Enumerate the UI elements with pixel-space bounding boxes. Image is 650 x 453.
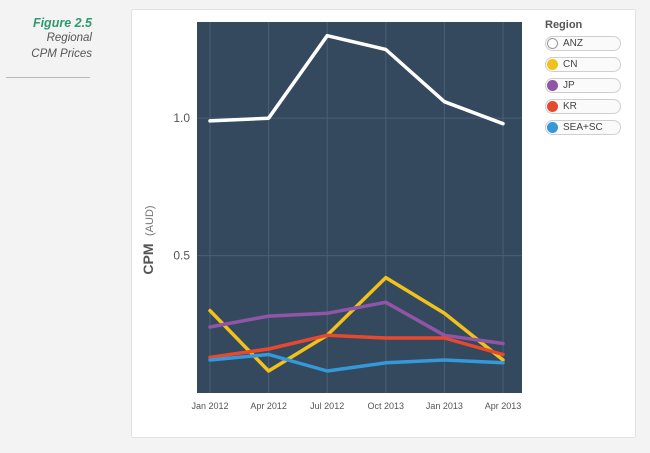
legend-label: KR bbox=[563, 101, 577, 112]
y-tick-label: 1.0 bbox=[173, 111, 190, 125]
legend-label: ANZ bbox=[563, 38, 583, 49]
x-tick-label: Apr 2013 bbox=[485, 401, 522, 411]
legend-label: SEA+SC bbox=[563, 122, 603, 133]
figure-caption: Figure 2.5 Regional CPM Prices bbox=[6, 16, 92, 62]
series-lines bbox=[208, 33, 505, 373]
legend: Region ANZ CN JP KR SEA+SC bbox=[545, 19, 625, 141]
x-tick-label: Oct 2013 bbox=[368, 401, 405, 411]
grid-lines bbox=[197, 22, 522, 393]
y-axis-label: CPM (AUD) bbox=[140, 205, 157, 274]
figure-title-line-1: Regional bbox=[46, 32, 92, 44]
legend-label: JP bbox=[563, 80, 575, 91]
legend-label: CN bbox=[563, 59, 578, 70]
series-line-anz bbox=[208, 33, 505, 126]
legend-item-kr[interactable]: KR bbox=[545, 99, 621, 114]
legend-swatch bbox=[547, 122, 558, 133]
y-axis-label-unit: (AUD) bbox=[144, 205, 156, 236]
x-tick-label: Jan 2012 bbox=[191, 401, 228, 411]
x-tick-label: Apr 2012 bbox=[250, 401, 287, 411]
series-line-kr bbox=[208, 333, 505, 360]
caption-divider bbox=[6, 77, 90, 78]
figure-number: Figure 2.5 bbox=[32, 16, 92, 30]
legend-item-jp[interactable]: JP bbox=[545, 78, 621, 93]
legend-swatch bbox=[547, 59, 558, 70]
series-line-jp bbox=[208, 300, 505, 346]
legend-swatch bbox=[547, 101, 558, 112]
x-axis-ticks: Jan 2012 Apr 2012 Jul 2012 Oct 2013 Jan 2013… bbox=[191, 401, 521, 411]
y-axis-label-main: CPM bbox=[140, 243, 156, 274]
legend-item-sea-sc[interactable]: SEA+SC bbox=[545, 120, 621, 135]
x-tick-label: Jul 2012 bbox=[310, 401, 344, 411]
figure-title-line-2: CPM Prices bbox=[31, 48, 92, 60]
legend-title: Region bbox=[545, 19, 583, 31]
legend-item-anz[interactable]: ANZ bbox=[545, 36, 621, 51]
y-axis-ticks: 0.5 1.0 bbox=[173, 111, 190, 262]
legend-swatch bbox=[547, 38, 558, 49]
legend-swatch bbox=[547, 80, 558, 91]
legend-item-cn[interactable]: CN bbox=[545, 57, 621, 72]
x-tick-label: Jan 2013 bbox=[426, 401, 463, 411]
y-tick-label: 0.5 bbox=[173, 249, 190, 263]
series-line-sea-sc bbox=[208, 352, 505, 373]
